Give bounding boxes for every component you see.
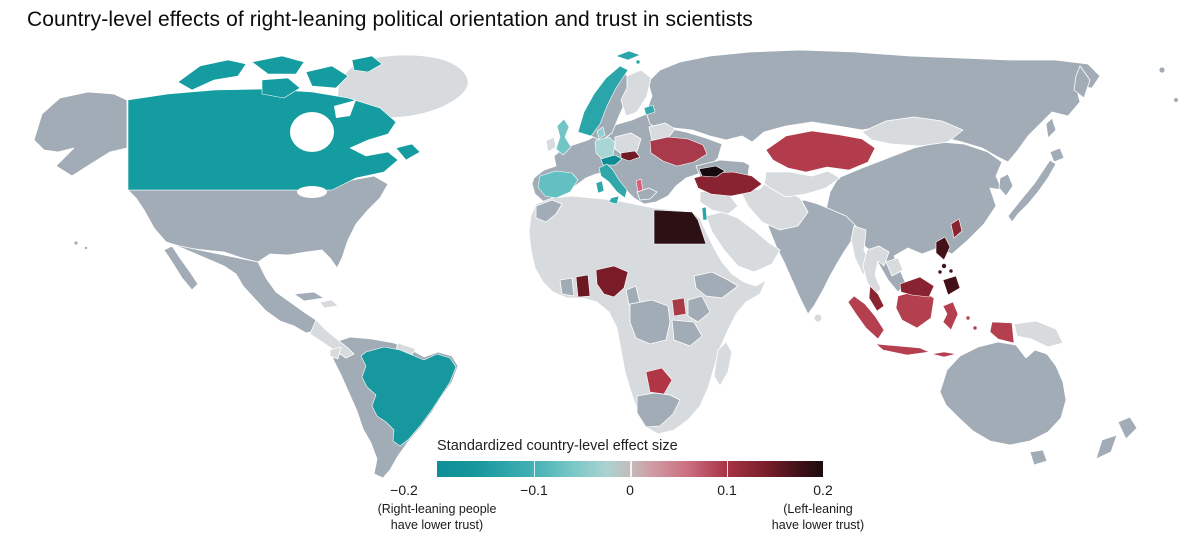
country-italy (598, 163, 628, 199)
country-italy-sicily (608, 195, 620, 205)
country-cambodia (885, 257, 904, 277)
country-south-africa (636, 392, 681, 428)
region-svalbard (615, 50, 641, 61)
country-philippines-visayas (941, 263, 947, 269)
country-canada-newfoundland (395, 143, 421, 161)
country-kazakhstan (765, 130, 876, 173)
water-hudson-bay (290, 112, 334, 152)
country-botswana (645, 367, 673, 395)
country-cote-divoire (559, 277, 575, 297)
country-spain (537, 170, 579, 199)
country-slovakia (620, 150, 641, 162)
country-philippines-visayas (937, 269, 943, 275)
country-united-states (127, 175, 389, 269)
water-great-lakes (297, 186, 327, 198)
region-sakhalin (1045, 117, 1057, 139)
country-philippines-visayas (948, 268, 954, 274)
country-canada-arctic-island (351, 55, 383, 73)
country-ireland (545, 136, 557, 153)
country-ukraine (649, 136, 708, 167)
region-pacific-islands (73, 240, 79, 246)
country-indonesia-papua (989, 321, 1015, 344)
country-taiwan (950, 218, 963, 239)
country-canada-group (127, 55, 421, 198)
country-norway (577, 65, 629, 137)
page-title: Country-level effects of right-leaning p… (27, 8, 753, 31)
country-mexico (169, 243, 319, 334)
country-ethiopia (693, 271, 739, 299)
country-kenya (687, 295, 711, 323)
country-finland (620, 69, 652, 117)
country-nigeria (595, 265, 629, 298)
country-dr-congo (629, 299, 671, 345)
country-israel (701, 206, 708, 221)
region-central-america (309, 319, 355, 359)
country-malaysia-peninsular (868, 285, 885, 312)
country-new-zealand-south (1095, 434, 1118, 460)
country-mongolia (861, 116, 964, 147)
country-morocco (535, 199, 563, 223)
country-tanzania (671, 319, 703, 347)
country-malaysia-borneo (899, 276, 935, 298)
country-thailand (862, 245, 890, 296)
country-alaska-usa (33, 91, 128, 177)
europe-overlays (537, 50, 708, 205)
country-philippines-luzon (935, 236, 951, 261)
country-sri-lanka (813, 313, 823, 323)
country-estonia (643, 104, 656, 116)
country-south-korea (998, 173, 1014, 197)
region-baja-california (163, 245, 199, 291)
country-japan (1007, 159, 1057, 223)
water-hudson-strait (334, 100, 356, 118)
country-papua-new-guinea (1013, 320, 1064, 348)
country-canada-arctic-island (261, 77, 301, 99)
country-belarus (648, 122, 676, 141)
region-svalbard-island (635, 59, 641, 65)
country-cuba (293, 291, 325, 302)
country-new-zealand-north (1117, 416, 1138, 440)
country-denmark (596, 126, 606, 140)
region-pacific-islands (84, 245, 89, 250)
country-italy-sardinia (595, 180, 605, 194)
region-arabia (705, 211, 781, 273)
country-ghana (575, 274, 591, 298)
country-austria (600, 154, 623, 166)
region-hispaniola (319, 299, 339, 309)
country-ecuador (329, 346, 342, 360)
country-australia (939, 341, 1067, 446)
country-indonesia-sulawesi (942, 301, 959, 331)
region-kamchatka (1073, 65, 1091, 99)
country-madagascar (713, 341, 733, 387)
country-poland (614, 132, 642, 156)
country-brazil (360, 346, 457, 447)
country-canada-arctic-island (251, 55, 305, 75)
country-greece (636, 187, 658, 201)
country-canada (127, 88, 399, 191)
asia-overlays (847, 218, 1015, 358)
region-arctic-islands-east (1173, 97, 1179, 103)
country-georgia (698, 165, 726, 178)
country-egypt (653, 209, 707, 245)
country-indonesia-maluku (972, 325, 978, 331)
region-arctic-islands-east (1158, 66, 1166, 74)
country-canada-arctic-island (177, 59, 247, 91)
country-philippines-mindanao (942, 275, 961, 296)
country-japan-hokkaido (1049, 147, 1065, 163)
region-tasmania (1029, 449, 1048, 466)
country-indonesia-sumatra (847, 295, 885, 340)
africa-overlays (535, 199, 739, 428)
country-russia (645, 49, 1101, 163)
country-uganda (671, 297, 687, 317)
region-central-asia (758, 170, 841, 198)
country-canada-arctic-island (305, 65, 349, 89)
region-south-asia (767, 199, 857, 315)
middle-east-overlays (693, 130, 876, 221)
country-united-kingdom (555, 118, 572, 156)
country-indonesia-java (875, 343, 930, 356)
country-china (825, 141, 1003, 293)
country-indonesia-maluku (965, 315, 971, 321)
country-indonesia-lesser-sunda (931, 351, 957, 358)
